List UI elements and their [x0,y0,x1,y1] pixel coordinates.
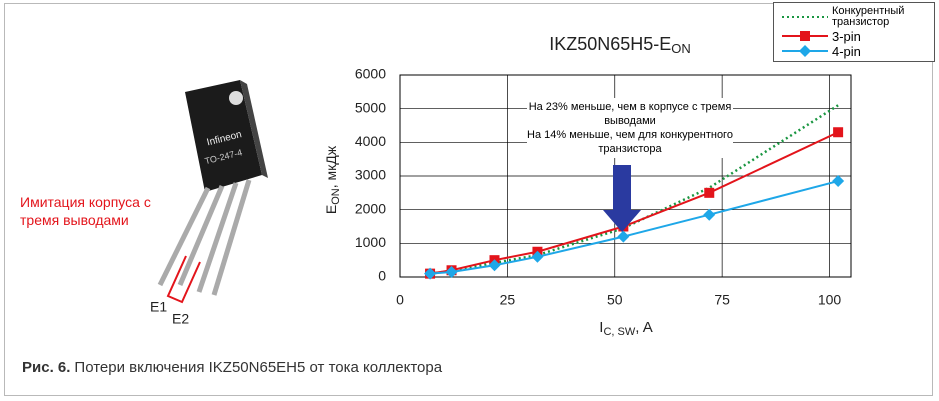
legend-swatch [774,10,832,24]
x-axis-label: IC, SW, A [599,319,652,338]
legend-item: Конкурентный транзистор [774,6,934,28]
y-tick-label: 5000 [355,99,386,115]
legend-swatch [774,29,832,43]
package-label: Имитация корпуса с тремя выводами [20,193,170,229]
caption: Рис. 6.Потери включения IKZ50N65EH5 от т… [22,359,442,376]
chart-title: IKZ50N65H5-EON [549,34,691,57]
x-tick-label: 100 [818,292,842,308]
y-label-text: E [323,205,339,214]
annotation: На 23% меньше, чем в корпусе с тремя выв… [527,98,733,158]
x-tick-label: 25 [500,292,516,308]
legend-item: 4-pin [774,44,934,58]
legend-label: Конкурентный транзистор [832,6,928,28]
x-tick-label: 0 [396,292,404,308]
caption-label: Рис. 6. [22,359,70,376]
x-tick-label: 75 [714,292,730,308]
y-tick-label: 3000 [355,167,386,183]
y-label-sub: ON [330,188,342,205]
legend-item: 3-pin [774,29,934,43]
marker [704,188,714,198]
y-tick-label: 4000 [355,133,386,149]
x-label-sub: C, SW [603,326,635,338]
legend-swatch [774,44,832,58]
annotation-line: На 14% меньше, чем для конкурентного тра… [527,128,733,156]
legend-label: 3-pin [832,31,928,42]
page: Infineon TO-247-4 E1 E2 IKZ50N65H5-EON I… [0,0,939,401]
title-sub: ON [671,41,691,56]
x-label-rest: , A [635,319,653,336]
pin-label: E1 [150,299,167,315]
legend-label: 4-pin [832,46,928,57]
y-tick-label: 0 [378,268,386,284]
y-tick-label: 2000 [355,200,386,216]
pin-label: E2 [172,311,189,327]
marker [833,127,843,137]
legend-marker [800,31,810,41]
annotation-line: На 23% меньше, чем в корпусе с тремя выв… [527,100,733,128]
legend-marker [799,45,811,57]
y-tick-label: 6000 [355,66,386,82]
y-axis-label: EON, мкДж [323,145,342,214]
y-label-rest: , мкДж [323,145,339,188]
title-text: IKZ50N65H5-E [549,34,671,54]
legend: Конкурентный транзистор 3-pin 4-pin [773,2,935,62]
y-tick-label: 1000 [355,234,386,250]
caption-text: Потери включения IKZ50N65EH5 от тока кол… [74,359,442,376]
x-tick-label: 50 [607,292,623,308]
